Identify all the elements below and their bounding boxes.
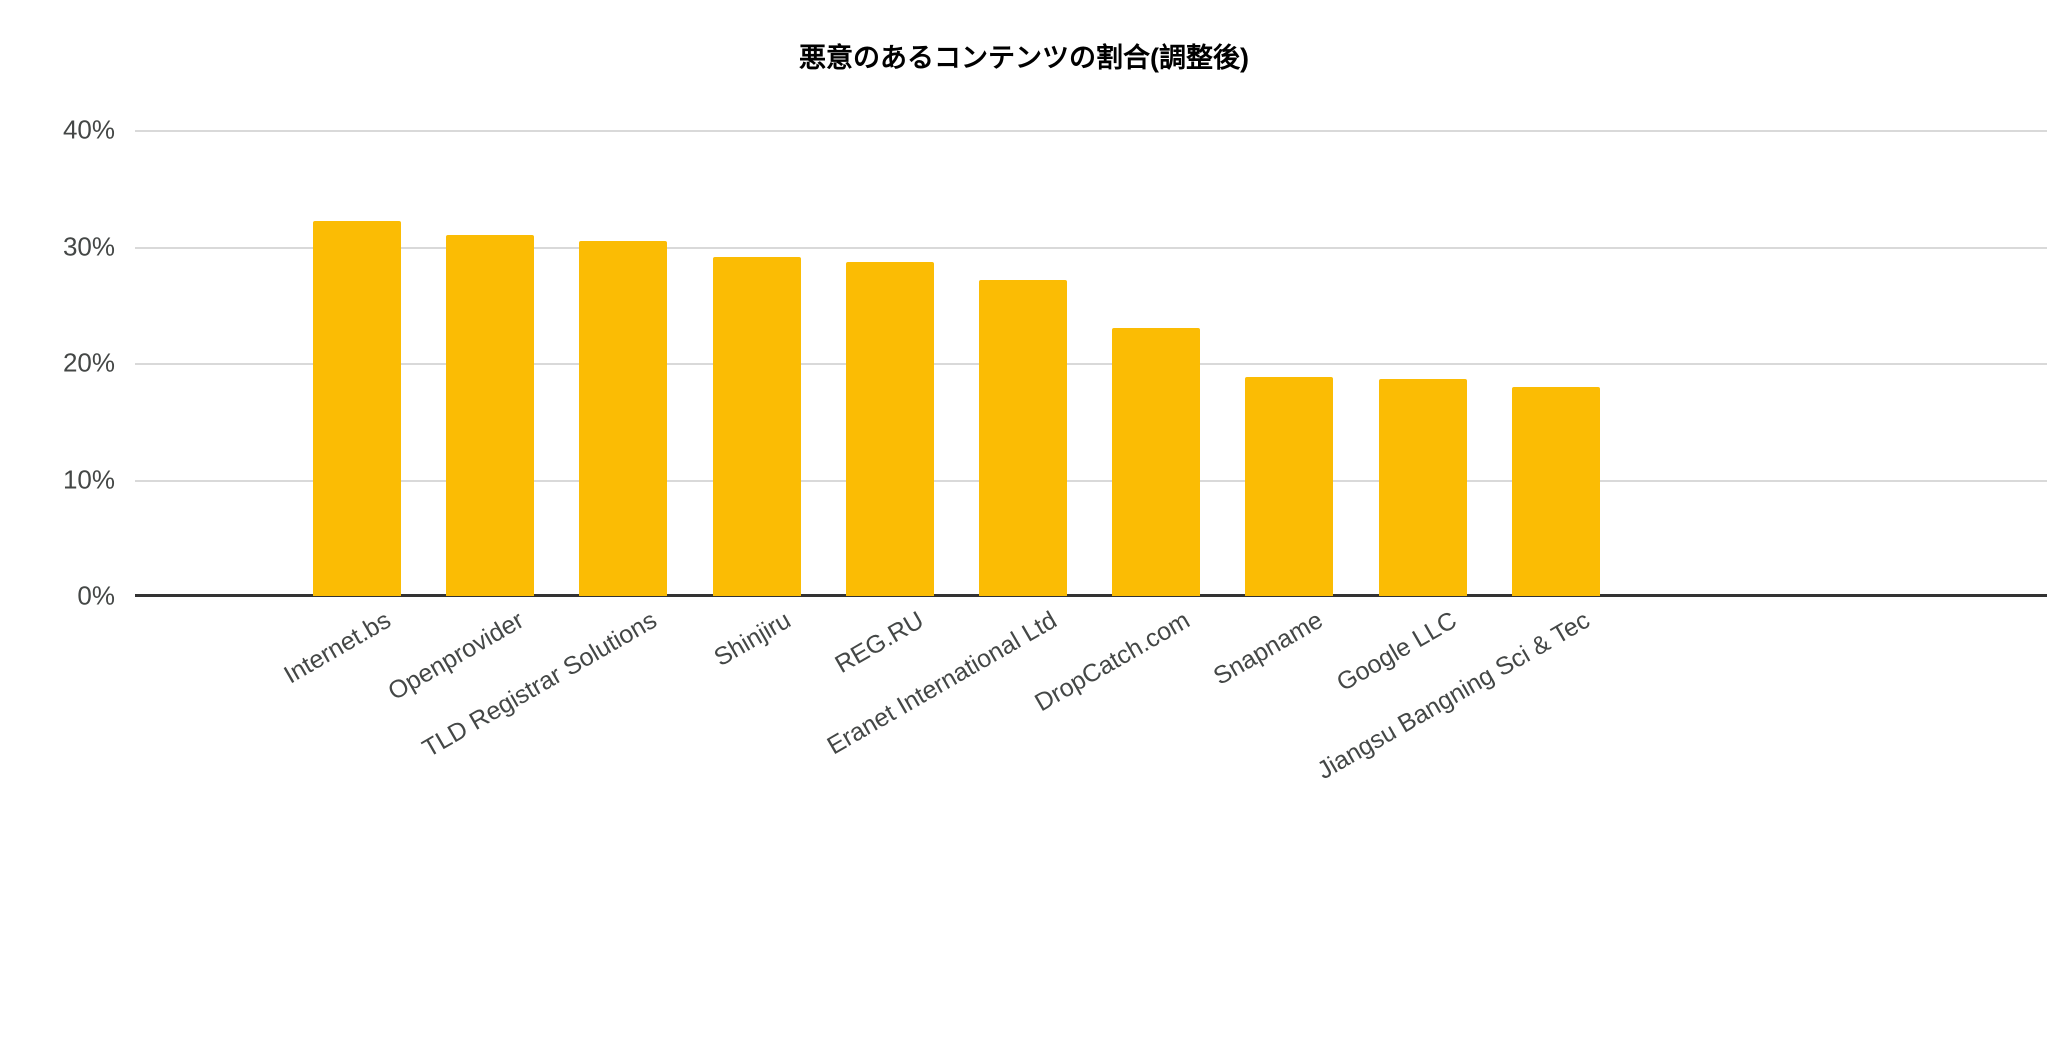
bar[interactable] <box>579 240 668 596</box>
bar[interactable] <box>979 280 1067 596</box>
x-axis-tick-label: Internet.bs <box>279 606 396 690</box>
x-axis-tick-labels: Internet.bs Openprovider TLD Registrar Sol… <box>135 604 2047 904</box>
y-axis-tick-label: 40% <box>62 114 115 145</box>
bar[interactable] <box>1511 387 1600 596</box>
y-axis-tick-label: 30% <box>62 231 115 261</box>
y-axis-tick-label: 20% <box>62 347 115 378</box>
bar[interactable] <box>1112 328 1201 596</box>
bar[interactable] <box>1245 376 1334 596</box>
x-axis-tick-label: Eranet International Ltd <box>822 606 1062 761</box>
bar-series <box>135 130 2047 596</box>
x-axis-tick-label: Snapname <box>1209 606 1328 691</box>
chart-title: 悪意のあるコンテンツの割合(調整後) <box>799 43 1249 73</box>
bar[interactable] <box>313 220 401 596</box>
bar[interactable] <box>1378 379 1467 596</box>
x-axis-tick-label: Shinjiru <box>708 606 796 672</box>
x-axis-tick-label: REG.RU <box>830 606 929 679</box>
bar[interactable] <box>446 234 535 596</box>
y-axis-tick-label: 0% <box>77 580 115 611</box>
y-axis-tick-label: 10% <box>62 464 115 494</box>
bar[interactable] <box>712 257 801 596</box>
x-axis-tick-label: TLD Registrar Solutions <box>418 606 662 763</box>
bar[interactable] <box>845 261 934 596</box>
x-axis-line <box>135 594 2047 597</box>
